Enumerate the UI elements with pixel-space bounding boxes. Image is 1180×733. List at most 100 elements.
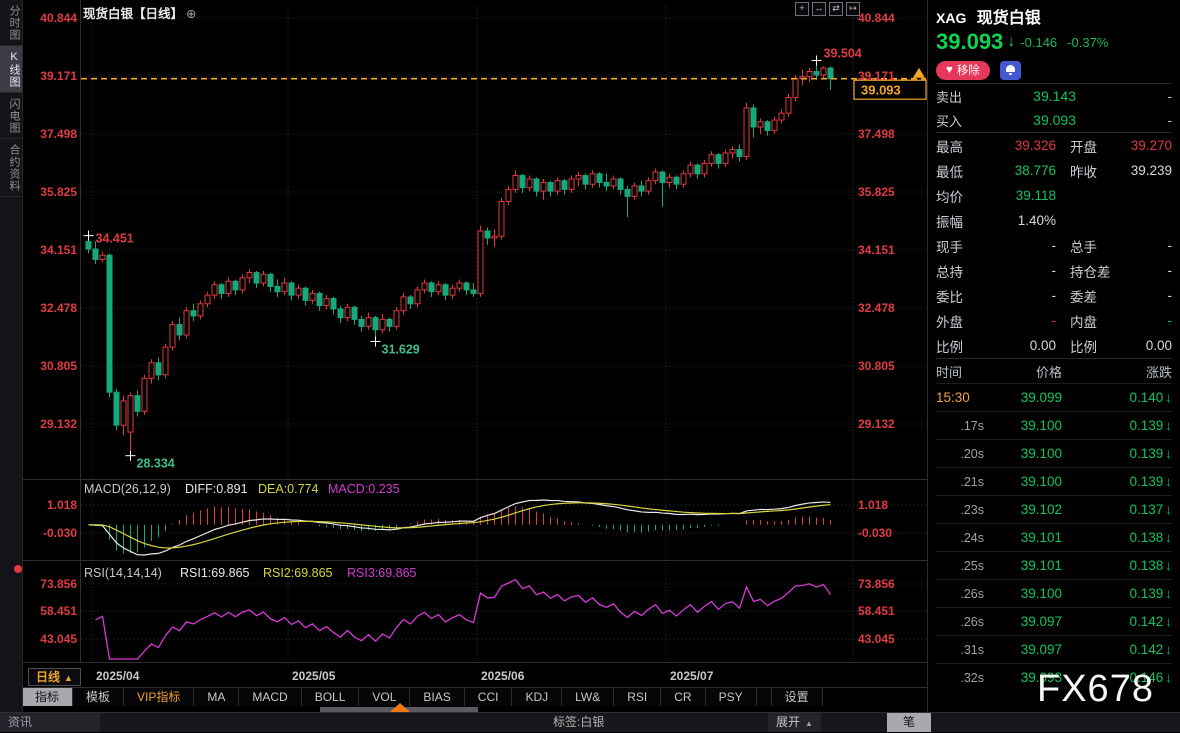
tab-RSI[interactable]: RSI [614,688,662,707]
tab-PSY[interactable]: PSY [706,688,757,707]
tick-change: 0.139 ↓ [1129,446,1172,461]
scroll-marker-icon[interactable] [390,703,410,712]
stat-row: 振幅 1.40% [936,208,1172,233]
down-arrow-icon: ↓ [1165,558,1172,573]
crosshair-icon[interactable]: + [795,2,809,16]
tab-KDJ[interactable]: KDJ [512,688,563,707]
tick-row[interactable]: .32s 39.093 0.146 ↓ [936,663,1172,691]
svg-text:73.856: 73.856 [40,577,77,591]
tab-BOLL[interactable]: BOLL [302,688,360,707]
quote-panel: XAG 现货白银 39.093 ↓ -0.146 -0.37% ♥ 移除 卖出 3… [927,0,1180,712]
tab-CR[interactable]: CR [661,688,706,707]
svg-text:37.498: 37.498 [40,127,77,141]
tab-CCI[interactable]: CCI [465,688,513,707]
svg-text:RSI3:69.865: RSI3:69.865 [347,566,417,580]
trade-extra: - [1167,88,1172,104]
stat-value: - [1167,238,1173,253]
tick-row[interactable]: .26s 39.097 0.142 ↓ [936,607,1172,635]
tabs-scroll-strip [0,703,927,712]
record-dot-icon [14,565,22,573]
remove-watchlist-button[interactable]: ♥ 移除 [936,60,990,80]
price-chart[interactable]: 39.093 40.844 40.844 39.171 39.171 37.498 37.4… [0,0,927,666]
last-price: 39.093 [936,29,1004,54]
sidebar-item-option[interactable]: 分时图 [0,0,22,46]
period-selector[interactable]: 日线 ▲ [28,668,81,686]
tab-BIAS[interactable]: BIAS [410,688,465,707]
stat-row: 外盘 - 内盘 - [936,308,1172,333]
alert-bell-button[interactable] [999,60,1021,80]
news-tab[interactable]: 资讯 [0,713,100,732]
price-change-percent: -0.37% [1067,34,1109,50]
pen-tab[interactable]: 笔 [887,713,931,732]
pan-right-icon[interactable]: ↦ [846,2,860,16]
svg-text:31.629: 31.629 [382,342,420,356]
stat-row: 现手 - 总手 - [936,233,1172,258]
stat-value: - [1167,288,1173,303]
tick-row[interactable]: .31s 39.097 0.142 ↓ [936,635,1172,663]
sidebar-item-selected[interactable]: K线图 [0,46,22,93]
sidebar-item-option[interactable]: 闪电图 [0,93,22,139]
x-axis-label: 2025/06 [481,669,525,683]
x-axis-label: 2025/04 [96,669,140,683]
stat-label: 总手 [1070,239,1097,255]
stat-value: - [1167,263,1173,278]
down-arrow-icon: ↓ [1165,614,1172,629]
tick-row[interactable]: .21s 39.100 0.139 ↓ [936,467,1172,495]
tick-row[interactable]: .24s 39.101 0.138 ↓ [936,523,1172,551]
svg-text:35.825: 35.825 [40,185,77,199]
add-compare-icon[interactable]: ⊕ [186,7,197,21]
tick-row[interactable]: .20s 39.100 0.139 ↓ [936,439,1172,467]
svg-text:43.045: 43.045 [858,632,895,646]
svg-text:29.132: 29.132 [40,417,77,431]
tick-change: 0.139 ↓ [1129,474,1172,489]
down-arrow-icon: ↓ [1165,502,1172,517]
trade-label: 买入 [936,113,963,129]
stat-value: 39.118 [1015,188,1056,203]
scale-y-icon[interactable]: ⇄ [829,2,843,16]
divider [936,83,1172,84]
tick-time: .24s [960,530,984,545]
stat-value: 39.326 [1014,138,1056,153]
chevron-up-icon: ▲ [64,673,73,683]
bell-clapper-icon [1008,73,1012,75]
tick-row[interactable]: .25s 39.101 0.138 ↓ [936,551,1172,579]
tick-change: 0.139 ↓ [1129,418,1172,433]
chart-toolbar: + ↔ ⇄ ↦ [795,2,860,16]
tick-change: 0.137 ↓ [1129,502,1172,517]
tab-VIP指标[interactable]: VIP指标 [124,688,195,707]
svg-text:40.844: 40.844 [40,11,77,25]
svg-text:34.151: 34.151 [858,243,895,257]
tab-MACD[interactable]: MACD [239,688,302,707]
tab-MA[interactable]: MA [194,688,240,707]
tab-指标[interactable]: 指标 [22,688,74,707]
col-time: 时间 [936,364,963,380]
x-axis-label: 2025/07 [670,669,714,683]
tick-row[interactable]: .23s 39.102 0.137 ↓ [936,495,1172,523]
down-arrow-icon: ↓ [1165,474,1172,489]
tick-row[interactable]: .17s 39.100 0.139 ↓ [936,411,1172,439]
x-axis-row: 日线 ▲ 2025/04 2025/05 2025/06 2025/07 [0,666,927,688]
tab-LW&[interactable]: LW& [562,688,615,707]
stat-label: 比例 [936,339,963,355]
tick-price: 39.102 [1020,502,1062,517]
tick-price: 39.093 [1020,670,1062,685]
x-axis-label: 2025/05 [292,669,336,683]
stat-label: 委差 [1070,289,1097,305]
sidebar-item-option[interactable]: 合约资料 [0,139,22,197]
tick-price: 39.100 [1020,586,1062,601]
tab-设置[interactable]: 设置 [770,688,823,707]
tick-row[interactable]: 15:30 39.099 0.140 ↓ [936,383,1172,411]
svg-text:MACD:0.235: MACD:0.235 [328,482,400,496]
svg-text:28.334: 28.334 [137,457,175,471]
col-change: 涨跌 [1145,364,1172,380]
tick-table: 15:30 39.099 0.140 ↓ .17s 39.100 0.139 ↓ .20s 39.… [936,383,1172,691]
scale-x-icon[interactable]: ↔ [812,2,826,16]
tab-模板[interactable]: 模板 [73,688,125,707]
stat-value: 39.270 [1130,138,1172,153]
tick-change: 0.139 ↓ [1129,586,1172,601]
svg-text:34.151: 34.151 [40,243,77,257]
tick-row[interactable]: .26s 39.100 0.139 ↓ [936,579,1172,607]
tab-VOL[interactable]: VOL [359,688,411,707]
expand-button[interactable]: 展开 ▲ [768,713,821,732]
svg-text:39.171: 39.171 [40,69,77,83]
